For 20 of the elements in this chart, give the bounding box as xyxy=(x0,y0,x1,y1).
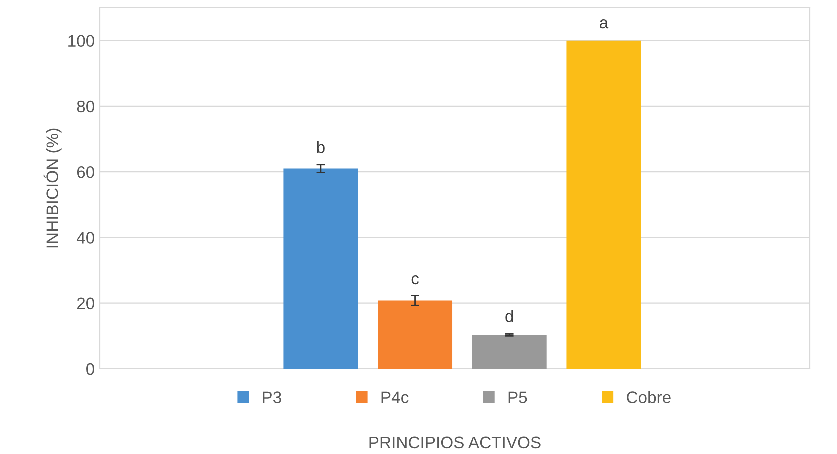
annotation: c xyxy=(412,276,420,285)
bar xyxy=(566,40,642,369)
legend-label: Cobre xyxy=(627,391,671,404)
y-axis-title: INHIBICIÓN (%) xyxy=(44,128,62,248)
annotation: b xyxy=(317,141,325,154)
y-tick-label: 0 xyxy=(86,363,94,376)
bar xyxy=(284,168,358,369)
legend-label: P5 xyxy=(508,392,528,404)
annotation: a xyxy=(600,20,609,29)
y-tick-label: 40 xyxy=(76,232,94,244)
legend-label: P4c xyxy=(382,392,409,404)
legend-label: P3 xyxy=(263,392,282,404)
bar xyxy=(472,335,547,369)
y-tick-label: 60 xyxy=(77,166,94,178)
y-tick-label: 20 xyxy=(77,298,94,310)
x-axis-title: PRINCIPIOS ACTIVOS xyxy=(370,436,541,449)
y-tick-label: 100 xyxy=(68,35,94,48)
bar xyxy=(378,300,453,369)
y-tick-label: 80 xyxy=(77,100,94,113)
annotation: d xyxy=(506,310,514,322)
